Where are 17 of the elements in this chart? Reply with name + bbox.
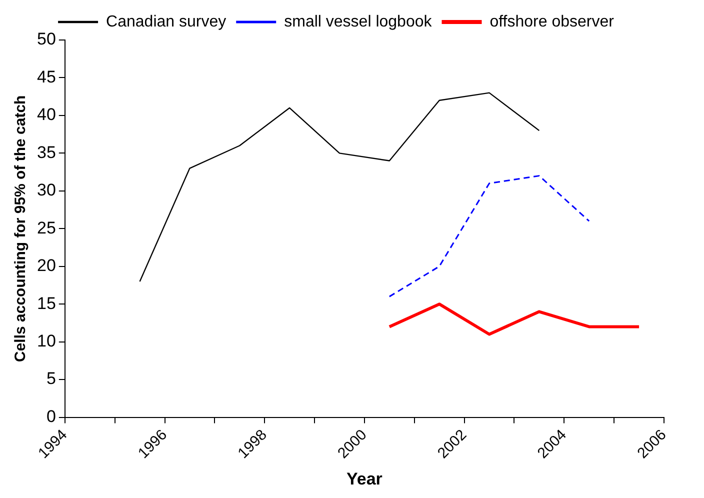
y-tick-label: 50: [36, 30, 56, 49]
y-tick-label: 10: [36, 332, 56, 351]
y-tick-label: 5: [46, 369, 56, 388]
y-tick-label: 20: [36, 256, 56, 276]
y-tick-label: 45: [36, 67, 56, 86]
y-axis-title: Cells accounting for 95% of the catch: [12, 95, 30, 362]
y-tick-label: 40: [36, 105, 56, 124]
y-tick-label: 35: [36, 142, 56, 162]
legend-label: Canadian survey: [106, 13, 226, 30]
y-tick-label: 25: [36, 218, 56, 238]
x-axis-title: Year: [346, 469, 383, 488]
legend-label: offshore observer: [490, 13, 615, 30]
legend-label: small vessel logbook: [284, 13, 433, 30]
y-tick-label: 15: [36, 294, 56, 313]
line-series: [388, 175, 590, 298]
y-tick-label: 0: [46, 406, 56, 426]
y-tick-label: 30: [36, 180, 56, 200]
